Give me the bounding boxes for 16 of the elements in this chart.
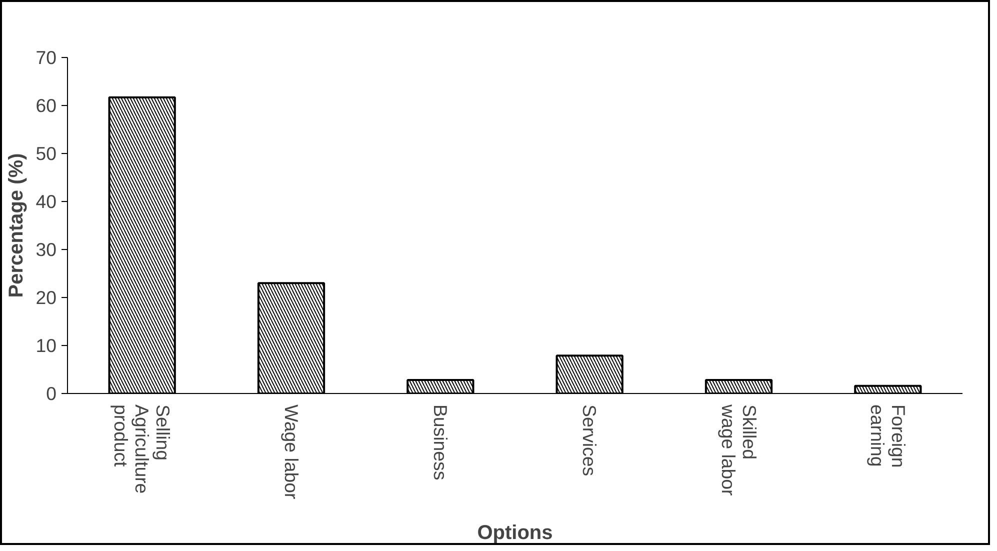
y-axis-title: Percentage (%): [6, 153, 28, 298]
y-tick-label: 20: [36, 287, 57, 308]
y-tick-label: 40: [36, 191, 57, 212]
x-tick-label: Business: [430, 404, 451, 480]
x-tick-label: Skilled wage labor: [718, 404, 760, 496]
x-tick-label: Foreign earning: [866, 404, 909, 468]
x-axis-title: Options: [477, 522, 553, 544]
y-tick-label: 0: [46, 383, 57, 404]
y-tick-label: 10: [36, 335, 57, 356]
y-tick-label: 30: [36, 239, 57, 260]
x-tick-label: Services: [579, 404, 600, 476]
y-tick-label: 50: [36, 143, 57, 164]
x-tick-label: Selling Agriculture product: [110, 404, 174, 494]
y-tick-label: 70: [36, 47, 57, 68]
x-tick-label: Wage labor: [280, 404, 302, 500]
y-tick-label: 60: [36, 95, 57, 116]
